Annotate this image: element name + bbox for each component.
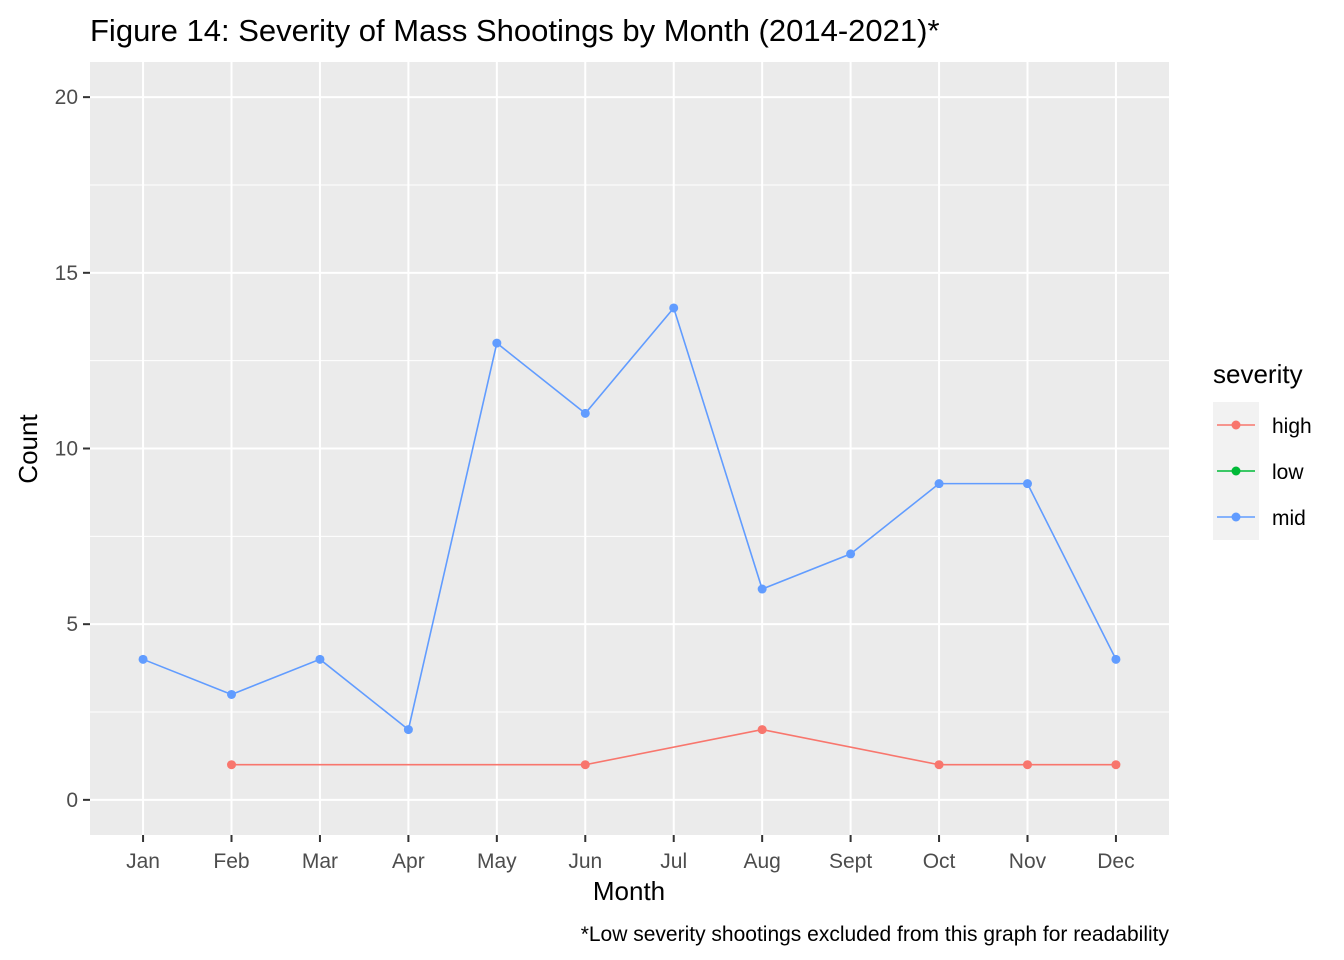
legend-key-point-high (1231, 420, 1241, 430)
data-point-mid (846, 549, 856, 559)
major-gridlines (90, 62, 1169, 835)
y-tick-label: 0 (66, 789, 78, 812)
chart-caption: *Low severity shootings excluded from th… (581, 923, 1170, 946)
x-axis: Jan Feb Mar Apr May Jun Jul Aug Sept Oct Nov Dec (126, 835, 1135, 873)
x-tick-label: Dec (1097, 850, 1134, 873)
x-tick-label: Apr (392, 850, 425, 873)
data-point-high (757, 725, 767, 735)
y-tick-label: 15 (55, 262, 78, 285)
legend: severity high low mid (1213, 359, 1312, 540)
legend-key-point-low (1231, 466, 1241, 476)
y-axis: 0 5 10 15 20 (55, 86, 90, 812)
y-tick-label: 20 (55, 86, 78, 109)
series-line-mid (142, 306, 1117, 732)
x-tick-label: Jan (126, 850, 160, 873)
x-tick-label: Jun (568, 850, 602, 873)
data-point-mid (934, 479, 944, 489)
data-point-mid (315, 654, 325, 664)
series-mid (138, 303, 1121, 735)
y-tick-label: 10 (55, 438, 78, 461)
data-point-high (580, 760, 590, 770)
chart-title: Figure 14: Severity of Mass Shootings by… (90, 13, 940, 48)
x-axis-title: Month (593, 876, 665, 906)
data-point-high (1111, 760, 1121, 770)
x-tick-label: Feb (213, 850, 249, 873)
data-point-mid (138, 654, 148, 664)
legend-label-high: high (1272, 415, 1312, 438)
data-point-mid (492, 338, 502, 348)
x-tick-label: May (477, 850, 517, 873)
legend-title: severity (1213, 359, 1303, 389)
data-point-mid (403, 725, 413, 735)
data-point-high (227, 760, 237, 770)
data-point-mid (1111, 654, 1121, 664)
data-point-mid (227, 689, 237, 699)
x-tick-label: Sept (829, 850, 872, 873)
x-tick-label: Oct (923, 850, 956, 873)
series-layer (138, 303, 1121, 770)
legend-label-mid: mid (1272, 507, 1306, 530)
data-point-high (1022, 760, 1032, 770)
legend-label-low: low (1272, 461, 1304, 484)
x-tick-label: Aug (743, 850, 780, 873)
y-axis-title: Count (13, 414, 43, 484)
x-tick-label: Jul (660, 850, 687, 873)
legend-key-point-mid (1231, 512, 1241, 522)
data-point-mid (1022, 479, 1032, 489)
data-point-mid (669, 303, 679, 313)
data-point-mid (757, 584, 767, 594)
series-line-high (231, 728, 1116, 766)
x-tick-label: Nov (1009, 850, 1047, 873)
y-tick-label: 5 (66, 613, 78, 636)
series-high (227, 725, 1121, 770)
x-tick-label: Mar (302, 850, 338, 873)
data-point-mid (580, 408, 590, 418)
data-point-high (934, 760, 944, 770)
